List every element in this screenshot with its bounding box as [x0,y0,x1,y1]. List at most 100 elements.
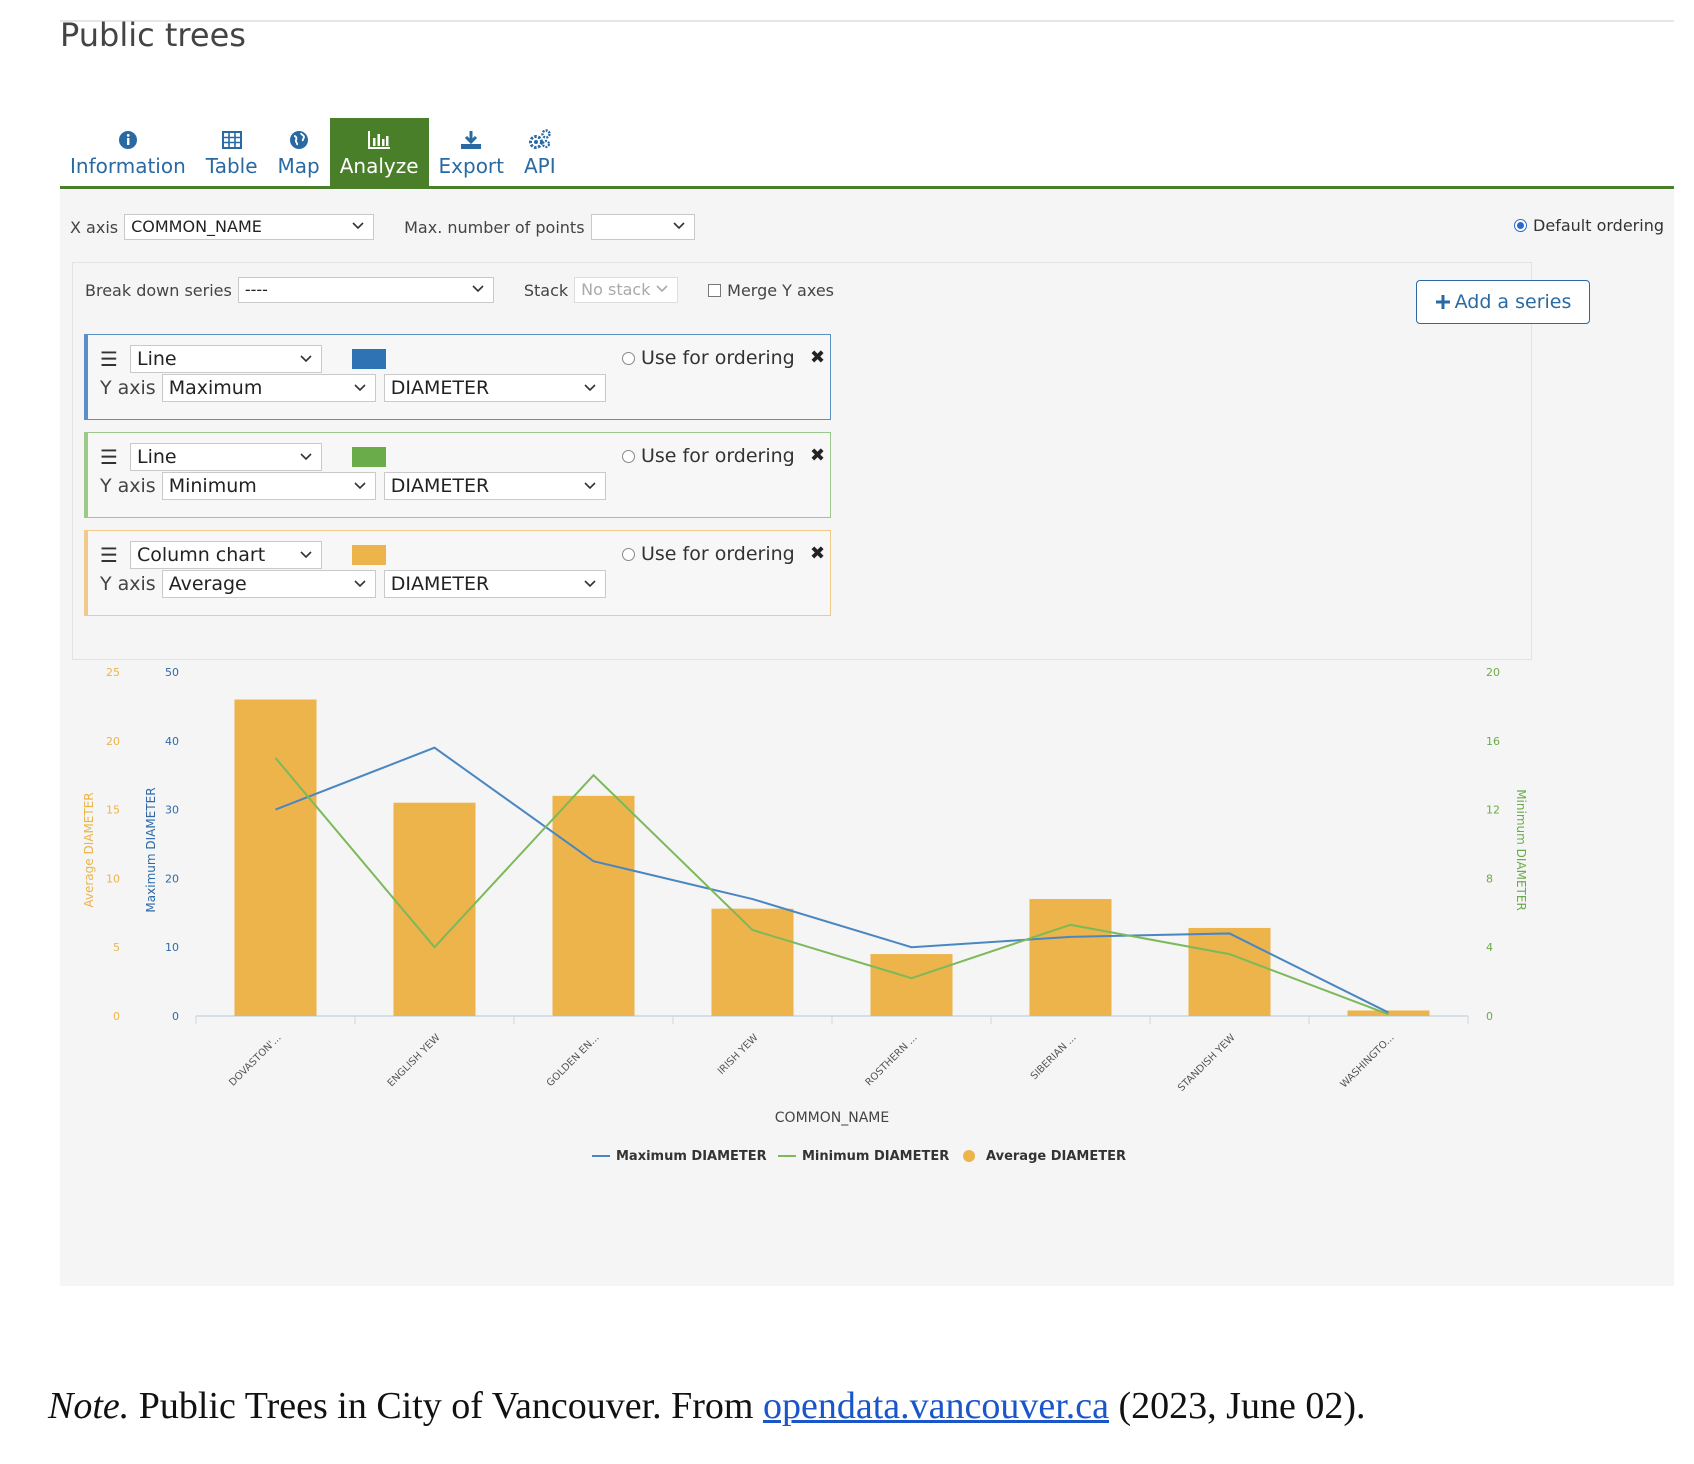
x-tick-label: SIBERIAN ... [1029,1032,1079,1082]
plus-icon [1435,295,1450,309]
page-title: Public trees [60,16,246,54]
default-ordering[interactable]: Default ordering [1514,216,1664,235]
series-type-value: Column chart [137,544,266,566]
download-icon [460,126,482,154]
left-inner-axis-tick: 0 [172,1010,179,1023]
remove-series-icon[interactable]: ✖ [810,445,826,466]
aggregation-select[interactable]: Maximum [161,374,376,402]
tab-analyze[interactable]: Analyze [329,118,429,186]
add-series-button[interactable]: Add a series [1416,280,1590,324]
series-color-swatch[interactable] [352,545,386,565]
series-color-swatch[interactable] [352,349,386,369]
default-ordering-radio[interactable] [1514,219,1528,232]
combo-chart: 0 5 10 15 20 25 0 10 20 30 40 50 0 4 8 12 16 20 Average DI… [82,666,1528,1164]
tab-label: Map [277,154,320,178]
use-for-ordering[interactable]: Use for ordering [622,543,795,565]
series-config-avg: ☰ Column chart Y axis Average DIAMETER U… [84,530,831,616]
chevron-down-icon [472,285,484,293]
series-type-select[interactable]: Line [130,345,322,373]
bar [711,908,794,1016]
figure-note: Note. Public Trees in City of Vancouver.… [48,1384,1366,1428]
use-for-ordering-label: Use for ordering [641,543,795,565]
globe-icon [289,126,309,154]
field-select[interactable]: DIAMETER [383,570,606,598]
add-series-label: Add a series [1454,291,1572,313]
use-for-ordering-radio[interactable] [622,547,635,561]
max-points-select[interactable] [590,214,695,240]
series-line-minimum [274,757,1389,1016]
remove-series-icon[interactable]: ✖ [810,347,826,368]
drag-handle-icon[interactable]: ☰ [100,347,118,371]
left-outer-axis-tick: 20 [106,735,120,748]
chart-icon [367,126,391,154]
chevron-down-icon [584,580,596,588]
aggregation-value: Minimum [168,475,257,497]
x-tick-label: IRISH YEW [716,1032,761,1077]
series-config-max: ☰ Line Y axis Maximum DIAMETER Use for o… [84,334,831,420]
note-prefix: Note. [48,1385,130,1427]
right-axis-tick: 12 [1486,804,1500,817]
x-axis-title: COMMON_NAME [775,1110,889,1126]
tab-label: Information [70,154,186,178]
series-type-value: Line [137,446,177,468]
merge-y-axes-checkbox[interactable] [708,283,722,297]
bar [1188,927,1271,1016]
series-type-value: Line [137,348,177,370]
tab-information[interactable]: Information [60,118,196,186]
drag-handle-icon[interactable]: ☰ [100,445,118,469]
field-value: DIAMETER [390,377,490,399]
tab-underline [60,186,1674,189]
legend-item: Maximum DIAMETER [616,1149,767,1164]
left-inner-axis-title: Maximum DIAMETER [144,787,158,912]
left-outer-axis-title: Average DIAMETER [82,792,96,907]
tab-map[interactable]: Map [268,118,330,186]
aggregation-select[interactable]: Minimum [161,472,376,500]
tab-label: API [524,154,556,178]
drag-handle-icon[interactable]: ☰ [100,543,118,567]
field-select[interactable]: DIAMETER [383,374,606,402]
tab-label: Export [438,154,504,178]
bar [870,954,953,1016]
x-tick-label: DOVASTON'... [227,1032,283,1088]
series-color-swatch[interactable] [352,447,386,467]
left-outer-axis-tick: 10 [106,872,120,885]
right-axis-tick: 0 [1486,1010,1493,1023]
use-for-ordering-radio[interactable] [622,351,635,365]
bar [552,795,635,1016]
chevron-down-icon [354,482,366,490]
use-for-ordering[interactable]: Use for ordering [622,445,795,467]
tab-api[interactable]: API [514,118,566,186]
aggregation-select[interactable]: Average [161,570,376,598]
x-axis-select[interactable]: COMMON_NAME [124,214,375,240]
right-axis-title: Minimum DIAMETER [1514,789,1528,911]
break-down-label: Break down series [85,280,232,300]
stack-select[interactable]: No stack [574,277,679,303]
note-text: Public Trees in City of Vancouver. From [129,1385,763,1427]
source-link[interactable]: opendata.vancouver.ca [762,1385,1110,1427]
right-axis-tick: 20 [1486,666,1500,679]
bar [234,699,317,1016]
tab-export[interactable]: Export [429,118,514,186]
field-value: DIAMETER [390,475,490,497]
chevron-down-icon [672,222,685,230]
top-divider [60,20,1674,22]
series-config-min: ☰ Line Y axis Minimum DIAMETER Use for o… [84,432,831,518]
y-axis-label: Y axis [100,377,156,399]
series-line-maximum [275,746,1389,1014]
break-down-select[interactable]: ---- [237,277,494,303]
tab-label: Table [205,154,258,178]
use-for-ordering-radio[interactable] [622,449,635,463]
use-for-ordering[interactable]: Use for ordering [622,347,795,369]
tab-table[interactable]: Table [196,118,268,186]
x-tick-label: WASHINGTO... [1339,1032,1397,1090]
stack-label: Stack [523,280,569,300]
left-inner-axis-tick: 20 [165,872,179,885]
series-type-select[interactable]: Line [130,443,322,471]
use-for-ordering-label: Use for ordering [641,445,795,467]
left-outer-axis-tick: 15 [106,804,120,817]
series-type-select[interactable]: Column chart [130,541,322,569]
field-select[interactable]: DIAMETER [383,472,606,500]
remove-series-icon[interactable]: ✖ [810,543,826,564]
x-tick-label: ROSTHERN ... [864,1032,920,1088]
default-ordering-label: Default ordering [1533,216,1664,235]
